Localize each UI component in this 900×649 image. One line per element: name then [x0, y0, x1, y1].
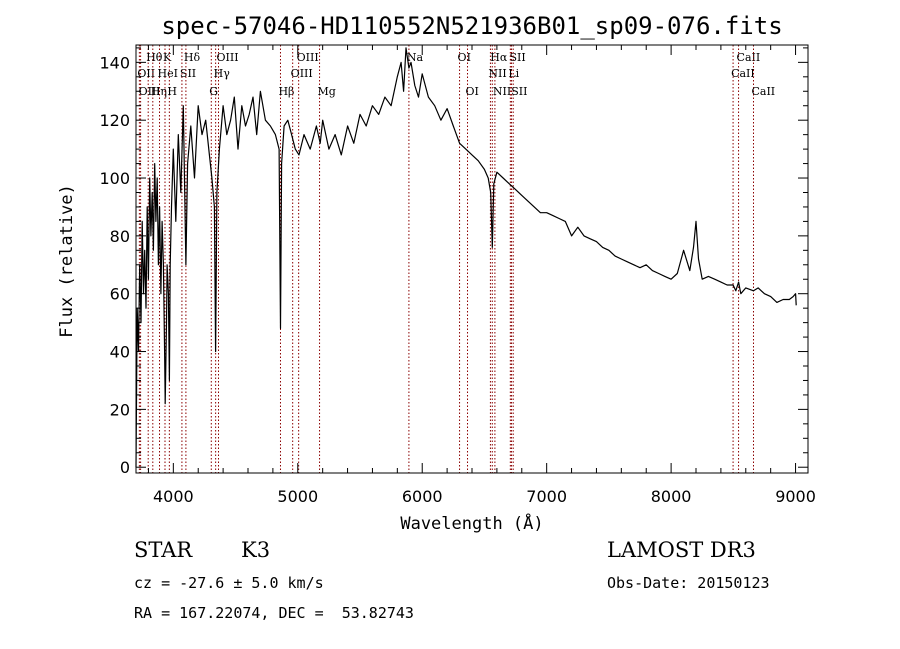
spectral-line-label: OIII [297, 51, 319, 64]
spectral-line-label: OIII [291, 67, 313, 80]
x-tick-label: 4000 [153, 487, 194, 506]
spectral-line-label: CaII [737, 51, 761, 64]
redshift-readout: cz = -27.6 ± 5.0 km/s [134, 574, 324, 592]
spectral-line-label: NII [488, 67, 506, 80]
y-tick-label: 80 [110, 227, 130, 246]
y-tick-label: 100 [99, 169, 130, 188]
plot-frame [135, 44, 809, 474]
y-tick-label: 20 [110, 400, 130, 419]
x-axis-title: Wavelength (Å) [400, 512, 543, 534]
y-tick-label: 140 [99, 53, 130, 72]
spectral-line-label: Hα [490, 51, 508, 64]
spectral-line-label: OI [466, 85, 479, 98]
spectral-line-label: OI [458, 51, 471, 64]
spectral-line-label: OII [137, 67, 155, 80]
object-subclass: K3 [241, 538, 271, 562]
spectral-line-label: SII [509, 51, 525, 64]
x-tick-label: 8000 [651, 487, 692, 506]
x-tick-label: 5000 [277, 487, 318, 506]
x-tick-label: 9000 [775, 487, 816, 506]
x-tick-label: 6000 [402, 487, 443, 506]
survey-name: LAMOST DR3 [607, 538, 756, 562]
spectral-line-label: SII [511, 85, 527, 98]
obs-date-readout: Obs-Date: 20150123 [607, 574, 770, 592]
y-axis-title: Flux (relative) [57, 184, 77, 338]
coordinates-readout: RA = 167.22074, DEC = 53.82743 [134, 604, 414, 622]
spectral-line-label: SII [180, 67, 196, 80]
spectral-line-label: Li [508, 67, 519, 80]
y-tick-label: 40 [110, 343, 130, 362]
object-class: STAR [134, 538, 193, 562]
y-tick-label: 60 [110, 285, 130, 304]
spectral-line-label: G [209, 85, 218, 98]
spectral-line-label: Hη [151, 85, 167, 98]
spectral-line-label: OIII [139, 85, 161, 98]
spectral-line-label: Hθ [146, 51, 163, 64]
spectral-line-label: CaII [731, 67, 755, 80]
spectral-line-label: K [163, 51, 172, 64]
spectrum-layer [135, 47, 797, 468]
spectral-line-label: Hβ [278, 85, 294, 98]
x-tick-label: 7000 [526, 487, 567, 506]
spectral-line-label: Na [407, 51, 424, 64]
spectral-line-label: H [167, 85, 177, 98]
axis-ticks-layer: 4000 5000 6000 7000 8000 9000 0 20 40 60 80 100 120 1… [99, 45, 816, 506]
spectral-line-label: Hγ [214, 67, 231, 80]
chart-title: spec-57046-HD110552N521936B01_sp09-076.f… [161, 12, 782, 40]
spectral-line-label: OIII [217, 51, 239, 64]
spectrum-line [135, 47, 797, 468]
y-tick-label: 0 [120, 458, 130, 477]
spectral-line-label: Mg [318, 85, 336, 98]
y-tick-label: 120 [99, 111, 130, 130]
spectral-line-label: CaII [751, 85, 775, 98]
spectral-line-label: Hδ [184, 51, 201, 64]
spectral-line-label: NII [493, 85, 511, 98]
spectral-line-label: HeI [158, 67, 178, 80]
